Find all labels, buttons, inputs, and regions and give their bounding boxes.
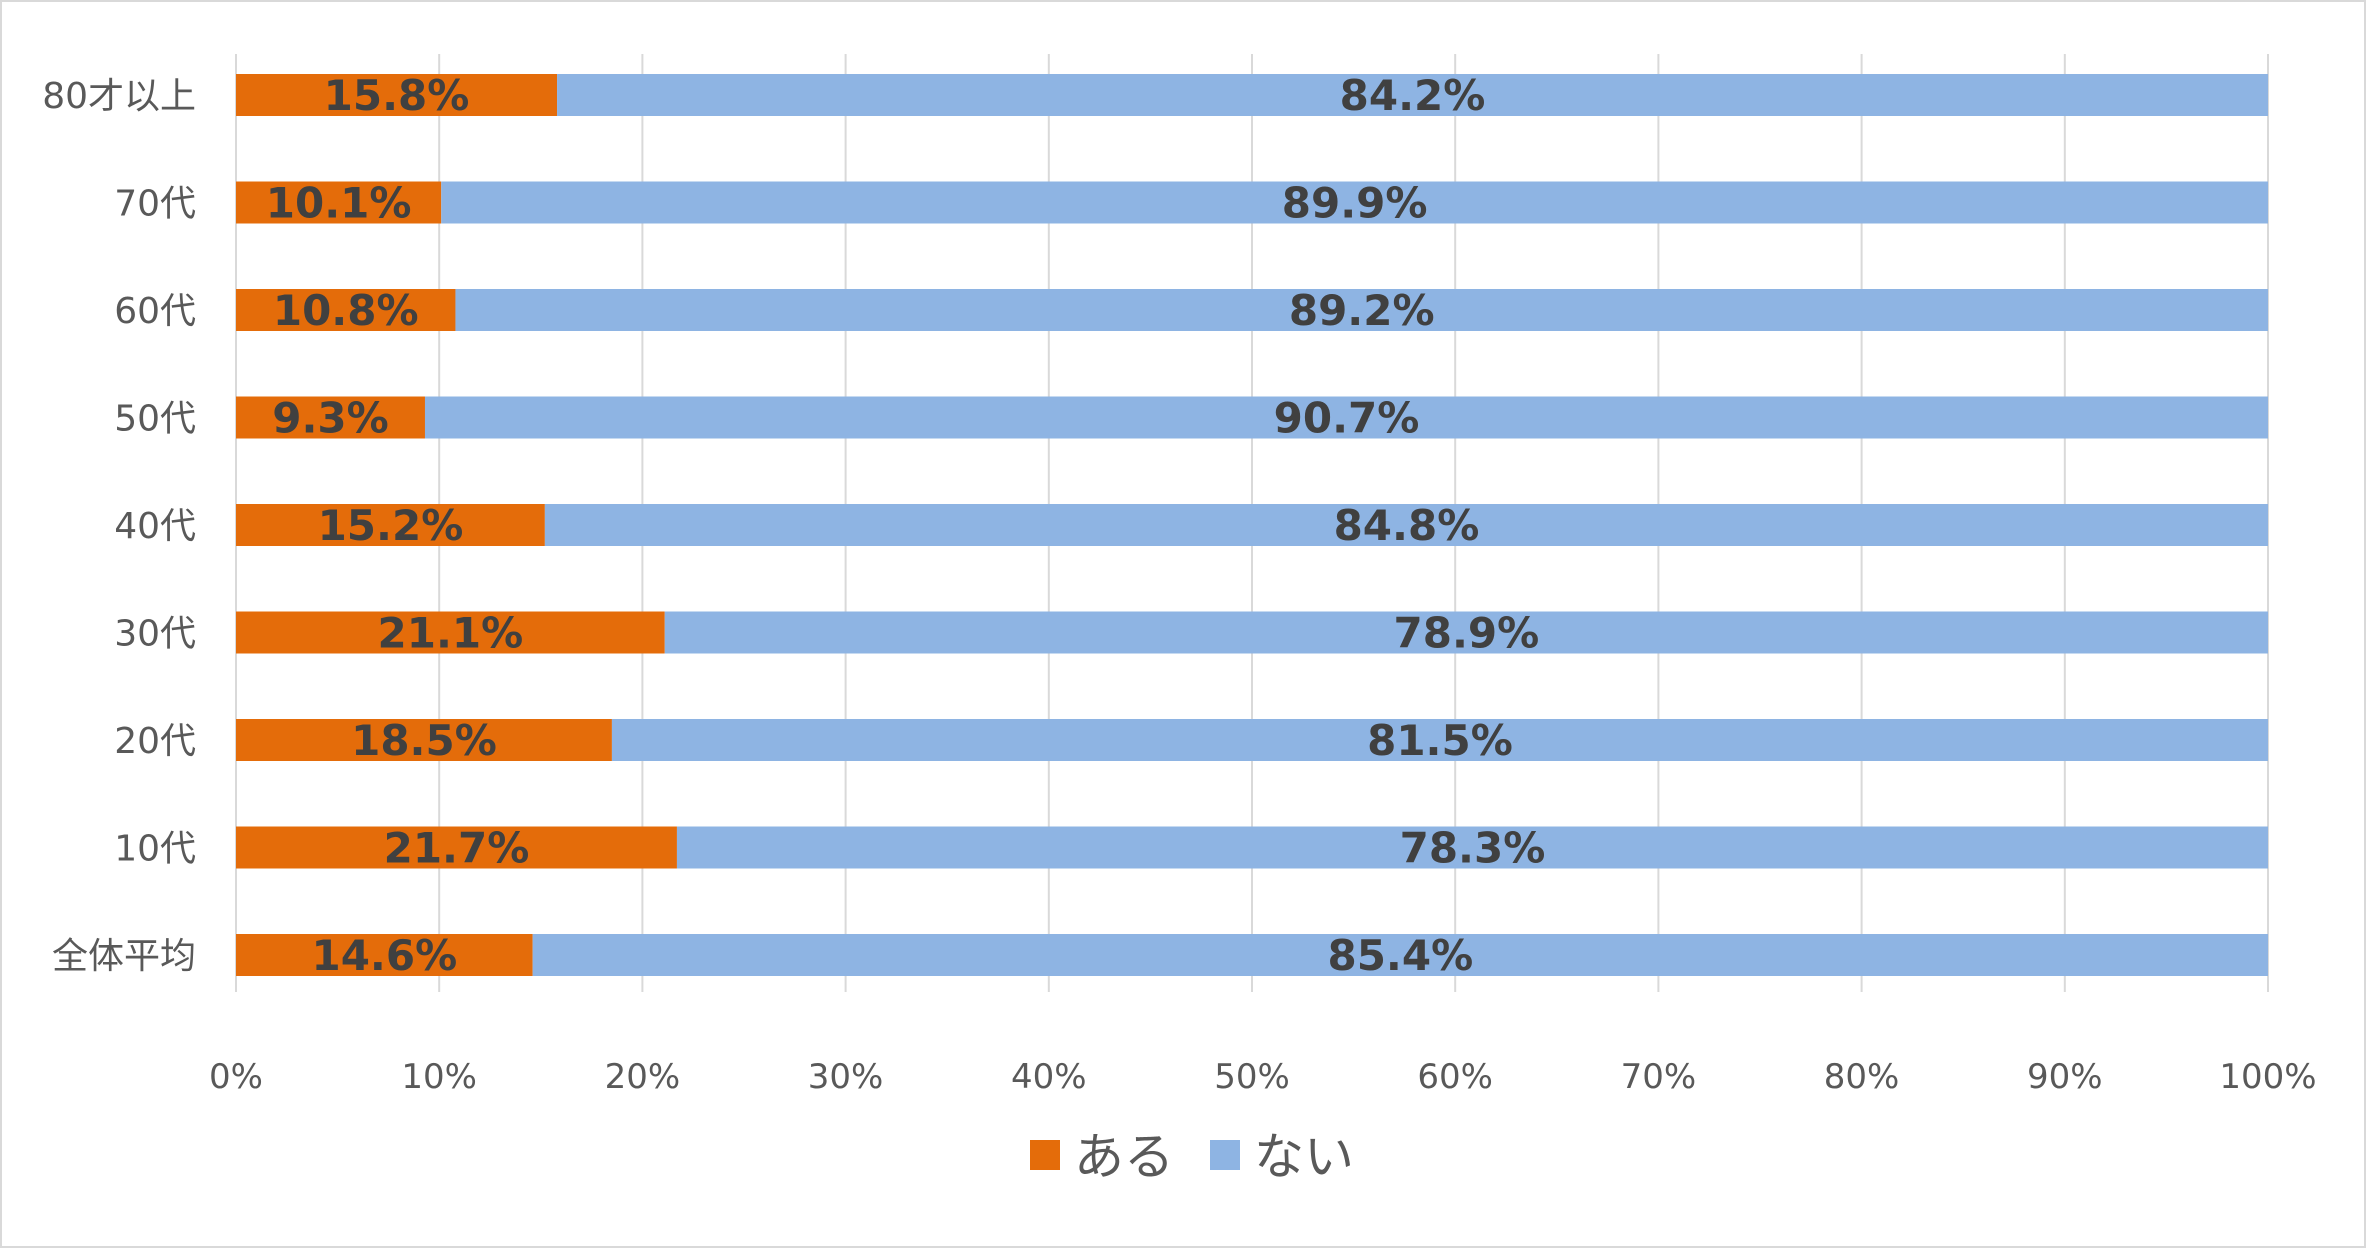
data-label: 89.2% [1289, 286, 1435, 335]
data-label: 10.8% [273, 286, 419, 335]
bar-segment-aru [236, 934, 533, 976]
data-label: 15.2% [318, 501, 464, 550]
legend-swatch [1030, 1140, 1060, 1170]
data-label: 84.8% [1334, 501, 1480, 550]
bar-segment-nai [544, 504, 2268, 546]
category-label: 70代 [114, 184, 196, 225]
legend-label: ない [1254, 1128, 1354, 1186]
bar-segment-nai [441, 181, 2269, 224]
data-label: 78.9% [1394, 609, 1540, 658]
bar-segment-nai [557, 74, 2268, 116]
bar-segment-aru [236, 289, 456, 331]
legend-label: ある [1074, 1128, 1174, 1186]
data-label: 81.5% [1367, 716, 1513, 765]
category-label: 10代 [114, 829, 196, 870]
bar-segment-nai [611, 719, 2269, 761]
x-tick-label: 40% [1011, 1057, 1087, 1097]
category-label: 30代 [114, 614, 196, 655]
category-label: 60代 [114, 291, 196, 332]
bar-segment-nai [664, 611, 2269, 654]
data-label: 78.3% [1400, 824, 1546, 873]
category-label: 全体平均 [52, 936, 196, 977]
x-tick-label: 100% [2219, 1057, 2316, 1097]
data-label: 85.4% [1327, 931, 1473, 980]
data-label: 90.7% [1274, 394, 1420, 443]
data-label: 9.3% [272, 394, 388, 443]
category-label: 80才以上 [42, 76, 196, 117]
x-tick-label: 90% [2027, 1057, 2103, 1097]
data-label: 14.6% [311, 931, 457, 980]
bar-segment-aru [236, 396, 425, 439]
x-tick-label: 60% [1417, 1057, 1493, 1097]
x-tick-label: 50% [1214, 1057, 1290, 1097]
data-label: 10.1% [266, 179, 412, 228]
x-tick-label: 30% [808, 1057, 884, 1097]
bar-segment-nai [532, 934, 2268, 976]
bars [236, 74, 2269, 976]
legend-swatch [1210, 1140, 1240, 1170]
bar-segment-aru [236, 74, 558, 116]
x-tick-label: 20% [605, 1057, 681, 1097]
bar-segment-aru [236, 719, 612, 761]
x-tick-label: 0% [209, 1057, 263, 1097]
bar-segment-aru [236, 826, 677, 869]
x-tick-label: 70% [1621, 1057, 1697, 1097]
category-label: 50代 [114, 399, 196, 440]
data-label: 21.7% [384, 824, 530, 873]
data-label: 15.8% [324, 71, 470, 120]
category-label: 40代 [114, 506, 196, 547]
data-label: 21.1% [378, 609, 524, 658]
x-tick-label: 10% [401, 1057, 477, 1097]
data-label: 18.5% [351, 716, 497, 765]
bar-segment-aru [236, 611, 665, 654]
axes: 0% 10% 20% 30% 40% 50% 60% 70% 80% 90% 100% 80才以上 70… [42, 76, 2316, 1097]
bar-segment-aru [236, 504, 545, 546]
bar-segment-nai [676, 826, 2268, 869]
category-label: 20代 [114, 721, 196, 762]
legend: ある ない [1030, 1128, 1354, 1186]
bar-segment-nai [455, 289, 2268, 331]
bar-segment-aru [236, 181, 442, 224]
data-label: 84.2% [1340, 71, 1486, 120]
data-labels: 15.8% 84.2% 10.1% 89.9% 10.8% 89.2% 9.3% 90.7% 1… [266, 71, 1546, 980]
bar-segment-nai [424, 396, 2268, 439]
x-tick-label: 80% [1824, 1057, 1900, 1097]
data-label: 89.9% [1282, 179, 1428, 228]
